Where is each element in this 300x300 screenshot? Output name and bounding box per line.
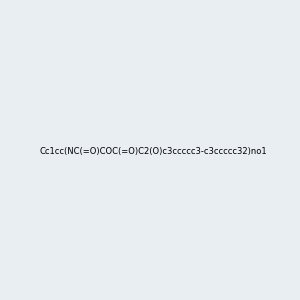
Text: Cc1cc(NC(=O)COC(=O)C2(O)c3ccccc3-c3ccccc32)no1: Cc1cc(NC(=O)COC(=O)C2(O)c3ccccc3-c3ccccc…: [40, 147, 268, 156]
